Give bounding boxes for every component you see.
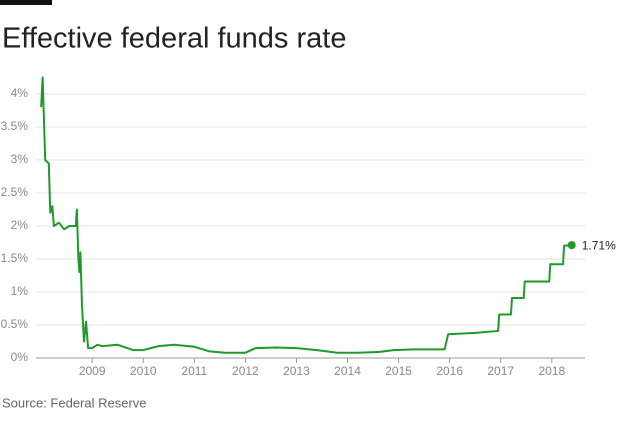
x-tick-label: 2015 bbox=[385, 364, 412, 378]
y-tick-label: 2.5% bbox=[1, 185, 29, 199]
x-tick-label: 2012 bbox=[232, 364, 259, 378]
end-point bbox=[567, 241, 576, 250]
y-tick-label: 1.5% bbox=[1, 251, 29, 265]
y-tick-label: 2% bbox=[11, 218, 29, 232]
x-tick-label: 2010 bbox=[130, 364, 157, 378]
x-tick-label: 2011 bbox=[181, 364, 207, 378]
header-bar bbox=[0, 0, 52, 5]
y-tick-label: 0% bbox=[11, 350, 29, 364]
y-tick-label: 1% bbox=[11, 284, 29, 298]
value-label: 1.71% bbox=[582, 238, 616, 252]
x-tick-label: 2013 bbox=[283, 364, 310, 378]
x-tick-label: 2014 bbox=[334, 364, 361, 378]
y-tick-label: 3% bbox=[11, 152, 29, 166]
x-tick-label: 2009 bbox=[79, 364, 106, 378]
chart-title: Effective federal funds rate bbox=[2, 23, 346, 55]
y-tick-label: 4% bbox=[11, 86, 29, 100]
y-tick-label: 3.5% bbox=[1, 119, 29, 133]
x-tick-label: 2018 bbox=[538, 364, 565, 378]
x-tick-label: 2016 bbox=[436, 364, 463, 378]
source: Source: Federal Reserve bbox=[2, 395, 147, 410]
x-tick-label: 2017 bbox=[487, 364, 514, 378]
y-tick-label: 0.5% bbox=[1, 317, 29, 331]
data-line bbox=[40, 76, 572, 354]
